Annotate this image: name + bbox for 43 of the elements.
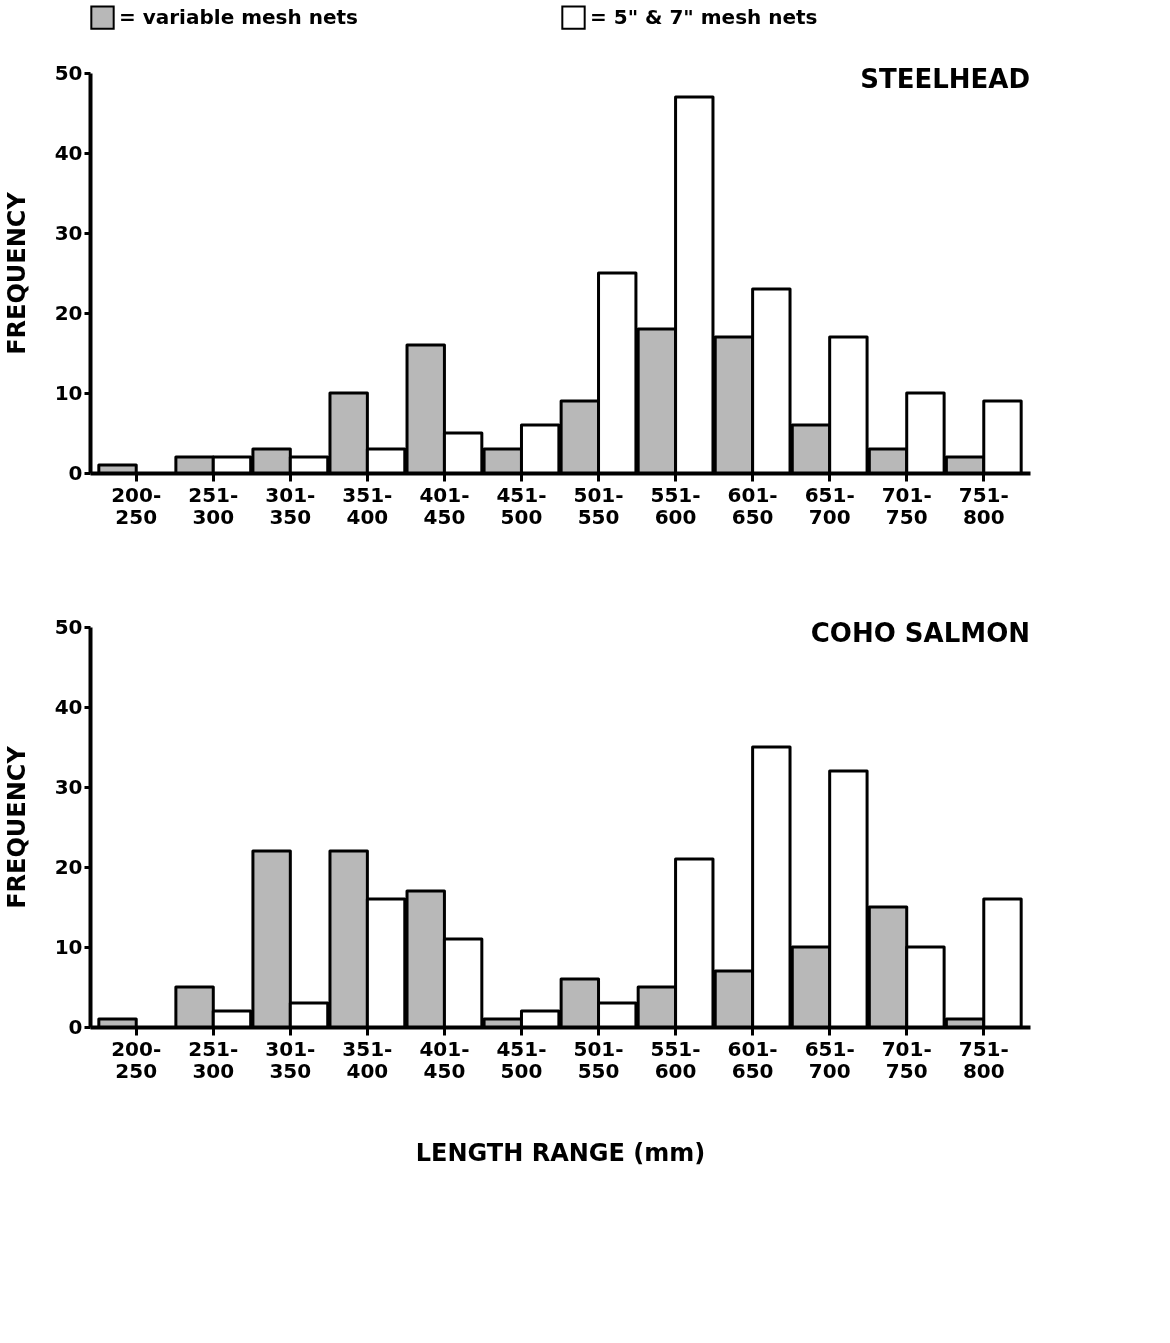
x-tick-label: 601-650	[727, 1036, 778, 1083]
x-tick-label: 401-450	[419, 482, 470, 529]
y-tick-label: 30	[54, 220, 83, 245]
legend-label: = 5" & 7" mesh nets	[590, 4, 818, 29]
chart-title: COHO SALMON	[810, 618, 1030, 648]
y-tick-label: 0	[68, 1014, 83, 1039]
x-tick-label: 200-250	[111, 1036, 162, 1083]
x-tick-label: 651-700	[804, 1036, 855, 1083]
x-tick-label: 501-550	[573, 482, 624, 529]
x-tick-label: 501-550	[573, 1036, 624, 1083]
y-tick-label: 30	[54, 774, 83, 799]
y-tick-label: 40	[54, 694, 83, 719]
x-tick-label: 251-300	[188, 482, 239, 529]
x-tick-label: 751-800	[958, 482, 1009, 529]
x-tick-label: 451-500	[496, 1036, 547, 1083]
x-tick-label: 200-250	[111, 482, 162, 529]
y-tick-label: 10	[54, 380, 83, 405]
x-tick-label: 551-600	[650, 1036, 701, 1083]
x-tick-label: 751-800	[958, 1036, 1009, 1083]
x-tick-label: 351-400	[342, 482, 393, 529]
y-tick-label: 50	[54, 60, 83, 85]
x-tick-label: 601-650	[727, 482, 778, 529]
x-tick-label: 251-300	[188, 1036, 239, 1083]
y-tick-label: 0	[68, 460, 83, 485]
x-tick-label: 451-500	[496, 482, 547, 529]
y-tick-label: 20	[54, 300, 83, 325]
legend-label: = variable mesh nets	[119, 4, 358, 29]
chart-title: STEELHEAD	[860, 64, 1030, 94]
x-tick-label: 301-350	[265, 482, 316, 529]
y-tick-label: 50	[54, 614, 83, 639]
x-tick-label: 301-350	[265, 1036, 316, 1083]
x-tick-label: 351-400	[342, 1036, 393, 1083]
x-tick-label: 551-600	[650, 482, 701, 529]
x-tick-label: 701-750	[881, 1036, 932, 1083]
y-axis-title: FREQUENCY	[2, 745, 31, 909]
y-tick-label: 10	[54, 934, 83, 959]
x-axis-title: LENGTH RANGE (mm)	[415, 1138, 706, 1167]
y-axis-title: FREQUENCY	[2, 191, 31, 355]
y-tick-label: 40	[54, 140, 83, 165]
x-tick-label: 401-450	[419, 1036, 470, 1083]
y-tick-label: 20	[54, 854, 83, 879]
x-tick-label: 651-700	[804, 482, 855, 529]
x-tick-label: 701-750	[881, 482, 932, 529]
